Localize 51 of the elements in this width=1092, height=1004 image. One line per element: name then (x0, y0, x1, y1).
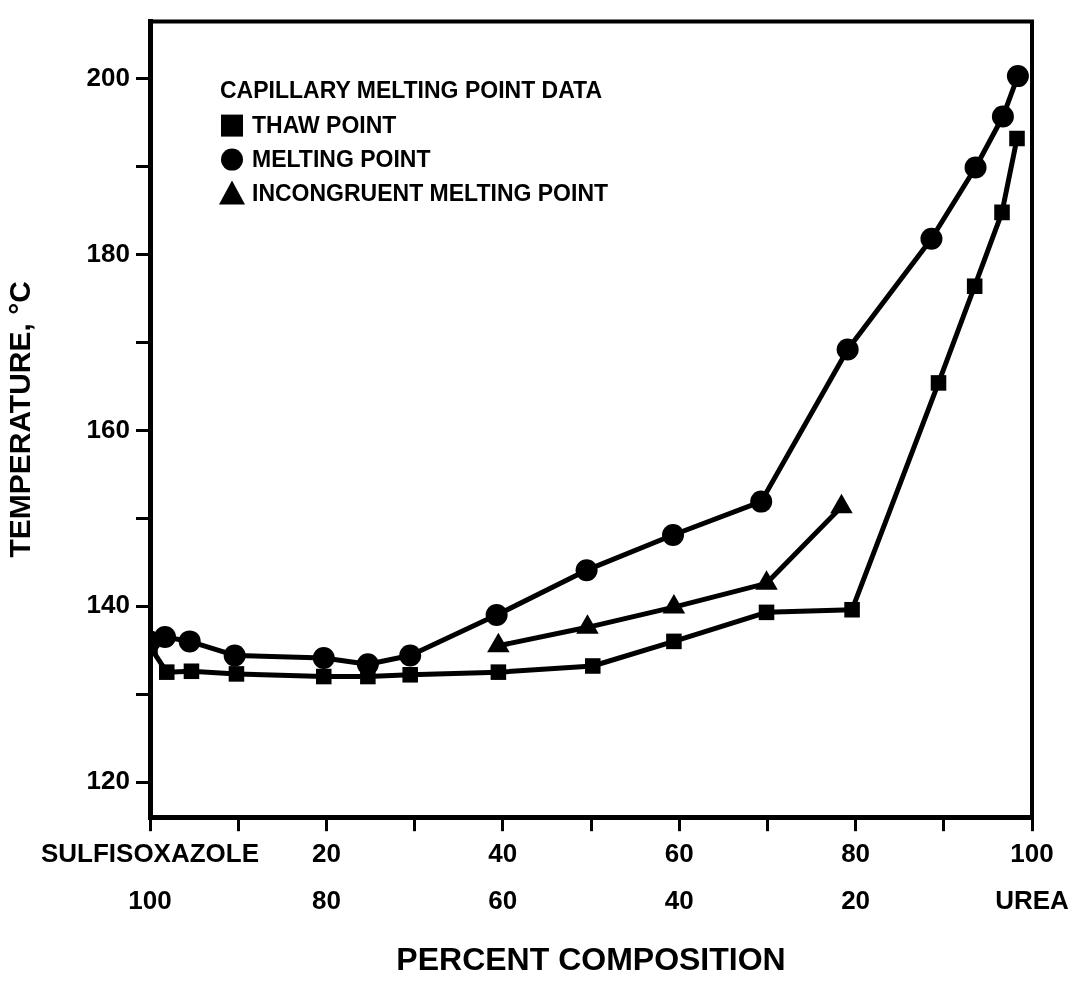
y-axis-title: TEMPERATURE, °C (3, 281, 37, 558)
x2-tick-label: 60 (488, 885, 518, 916)
point (844, 601, 860, 618)
legend-label: INCONGRUENT MELTING POINT (252, 179, 609, 206)
x2-tick-label: 100 (128, 885, 172, 916)
point (666, 633, 682, 650)
legend-label: MELTING POINT (252, 145, 431, 172)
x-tick-label: 20 (311, 837, 341, 868)
point (584, 658, 601, 674)
x-tick-label: 40 (488, 837, 518, 868)
x2-tick-label: 20 (841, 885, 871, 916)
y-tick-label: 200 (86, 61, 130, 92)
point (930, 375, 947, 391)
x-tick-label: 80 (841, 837, 871, 868)
point (920, 227, 943, 250)
legend-label: THAW POINT (252, 111, 397, 138)
point (312, 647, 335, 670)
x-axis-title: PERCENT COMPOSITION (396, 940, 786, 977)
x-tick-label: 60 (664, 837, 694, 868)
y-tick-label: 160 (86, 413, 130, 444)
point (315, 668, 332, 685)
point (228, 666, 245, 682)
point (1009, 130, 1025, 147)
y-tick-label: 140 (86, 589, 130, 620)
point (575, 559, 598, 582)
point (485, 604, 508, 626)
point (402, 667, 418, 683)
point (1006, 65, 1029, 88)
point (662, 524, 685, 546)
point (158, 664, 175, 680)
legend-title: CAPILLARY MELTING POINT DATA (220, 76, 603, 103)
y-tick-label: 120 (86, 765, 130, 796)
point (490, 664, 507, 680)
x-tick-label: SULFISOXAZOLE (40, 837, 260, 868)
point (964, 156, 987, 179)
point (223, 644, 246, 667)
x2-tick-label: 80 (311, 885, 341, 916)
point (178, 630, 201, 653)
point (399, 644, 422, 667)
point (750, 490, 773, 513)
x2-tick-label: UREA (995, 885, 1070, 916)
point (153, 625, 176, 648)
point (966, 278, 983, 294)
point (758, 604, 775, 621)
point (994, 204, 1010, 221)
point (183, 663, 200, 680)
x2-tick-label: 40 (664, 885, 694, 916)
point (991, 105, 1014, 128)
x-tick-label: 100 (1010, 837, 1054, 868)
point (836, 338, 859, 361)
y-tick-label: 180 (86, 237, 130, 268)
